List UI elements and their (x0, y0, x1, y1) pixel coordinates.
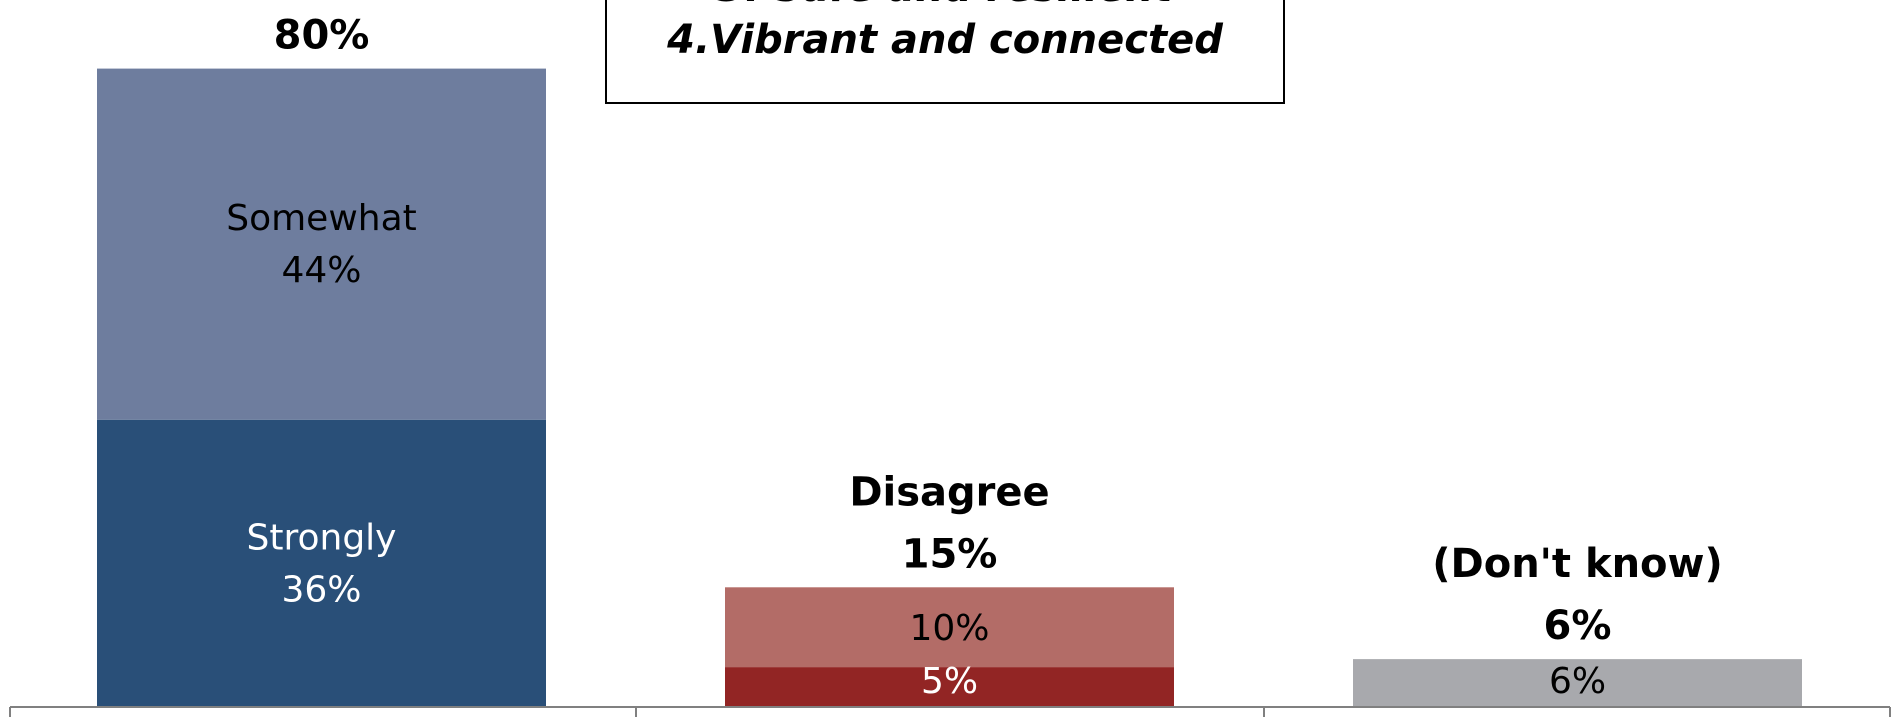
group-label: (Don't know) (1432, 541, 1723, 587)
segment-value-label: 6% (1549, 661, 1606, 702)
x-axis (9, 706, 1891, 717)
group-total-label: 6% (1544, 603, 1612, 649)
group-label: Disagree (849, 469, 1049, 515)
callout-box: 3. Safe and resilient 4.Vibrant and conn… (605, 0, 1285, 104)
bar-segment (725, 667, 1174, 707)
callout-line-4: 4.Vibrant and connected (667, 17, 1223, 63)
group-total-label: 80% (274, 13, 370, 59)
segment-label: Somewhat (226, 198, 417, 239)
bar-segment (1353, 659, 1802, 707)
bar-segment (725, 587, 1174, 668)
segment-value-label: 44% (281, 250, 361, 291)
callout-line-3: 3. Safe and resilient (607, 0, 1283, 14)
segment-label: Strongly (247, 517, 397, 558)
bar-segment (97, 419, 546, 707)
bar-segment (97, 68, 546, 420)
labels-layer: Strongly36%Somewhat44%Agree80%5%10%Disag… (226, 13, 1723, 702)
bars-layer (97, 68, 1802, 707)
segment-value-label: 5% (921, 661, 978, 702)
group-total-label: 15% (902, 531, 998, 577)
segment-value-label: 36% (281, 569, 361, 610)
segment-value-label: 10% (909, 608, 989, 649)
